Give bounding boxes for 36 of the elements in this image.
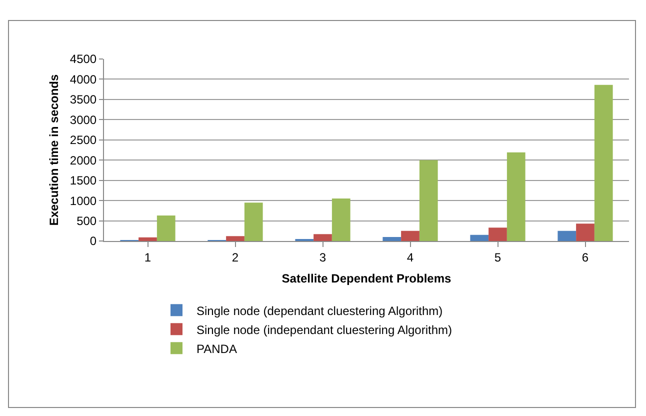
- y-tick-label: 3500: [70, 92, 97, 107]
- y-tick-label: 500: [76, 214, 97, 228]
- y-tick-label: 4500: [70, 52, 97, 66]
- y-axis-title: Execution time in seconds: [47, 74, 62, 226]
- y-tick-label: 4000: [70, 72, 97, 86]
- y-tick-label: 1500: [70, 174, 97, 188]
- legend-label: Single node (dependant cluestering Algorithm): [196, 304, 443, 318]
- y-tick-label: 2500: [70, 133, 97, 148]
- bar: [558, 230, 576, 241]
- bar: [470, 234, 489, 241]
- bar: [576, 224, 594, 241]
- bar: [506, 152, 526, 241]
- bar: [401, 230, 420, 241]
- bar: [419, 160, 438, 241]
- legend-label: Single node (independant cluestering Algorithm): [196, 322, 452, 337]
- bar: [488, 228, 507, 241]
- bar: [226, 236, 244, 241]
- bar: [244, 202, 263, 241]
- x-tick-label: 2: [232, 250, 239, 264]
- y-tick-label: 0: [90, 234, 97, 248]
- legend-label: PANDA: [196, 342, 237, 356]
- x-tick-label: 6: [582, 250, 589, 264]
- bar: [332, 198, 350, 241]
- bar: [314, 234, 332, 241]
- x-tick-label: 4: [406, 250, 414, 264]
- bar: [594, 84, 613, 241]
- x-axis-title: Satellite Dependent Problems: [282, 271, 452, 286]
- y-tick-label: 1000: [70, 194, 97, 208]
- x-tick-label: 3: [319, 250, 326, 264]
- bar: [138, 237, 157, 241]
- x-tick-label: 1: [144, 250, 152, 264]
- bar: [156, 216, 176, 241]
- y-tick-label: 3000: [70, 112, 97, 127]
- y-tick-label: 2000: [70, 153, 97, 168]
- x-tick-label: 5: [494, 250, 502, 264]
- bar: [382, 236, 402, 241]
